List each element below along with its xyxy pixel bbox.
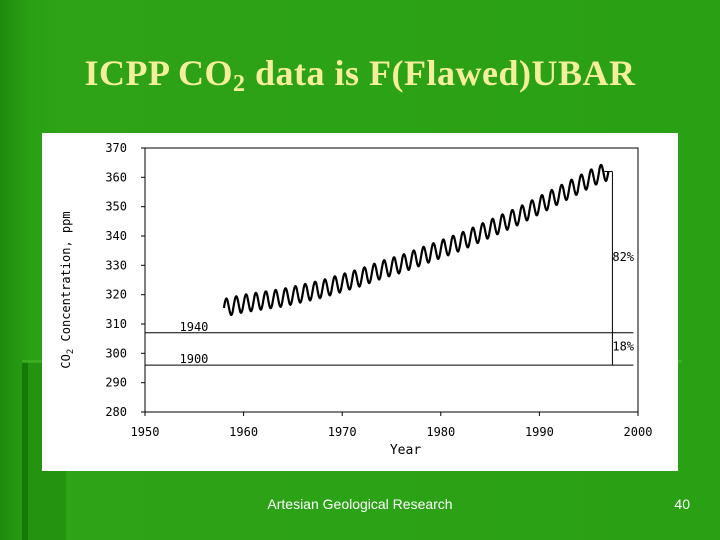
y-tick-label: 340 [105, 229, 127, 243]
y-tick-label: 320 [105, 288, 127, 302]
co2-chart: 280 290 300 310 320 330 340 350 360 370 1950 1960 19… [59, 141, 653, 458]
reference-label-1940: 1940 [180, 320, 209, 334]
x-tick-label: 1980 [426, 425, 455, 439]
title-text: ICPP CO [84, 53, 234, 93]
annotation-0: 82% [612, 250, 634, 264]
page-number: 40 [674, 496, 690, 512]
decorative-bar [22, 362, 28, 540]
y-tick-label: 290 [105, 376, 127, 390]
y-tick-label: 280 [105, 405, 127, 419]
y-tick-label: 330 [105, 258, 127, 272]
x-tick-label: 1970 [328, 425, 357, 439]
x-axis-label: Year [390, 443, 421, 458]
x-tick-label: 2000 [624, 425, 653, 439]
y-tick-label: 310 [105, 317, 127, 331]
plot-frame [144, 147, 639, 413]
y-tick-label: 370 [105, 141, 127, 155]
reference-label-1900: 1900 [180, 352, 209, 366]
x-tick-label: 1990 [525, 425, 554, 439]
y-tick-label: 360 [105, 170, 127, 184]
y-tick-label: 350 [105, 200, 127, 214]
slide-footer: Artesian Geological Research [267, 496, 453, 512]
y-tick-label: 300 [105, 346, 127, 360]
annotation-1: 18% [612, 339, 634, 353]
co2-series-line [222, 163, 610, 317]
chart-panel: 280 290 300 310 320 330 340 350 360 370 1950 1960 19… [42, 133, 678, 471]
x-tick-label: 1950 [131, 425, 160, 439]
title-subscript: 2 [233, 71, 246, 97]
x-tick-label: 1960 [229, 425, 258, 439]
y-axis-label: CO2 Concentration, ppm [59, 211, 76, 368]
slide-title: ICPP CO2 data is F(Flawed)UBAR [0, 52, 720, 98]
title-text-rest: data is F(Flawed)UBAR [245, 53, 636, 93]
